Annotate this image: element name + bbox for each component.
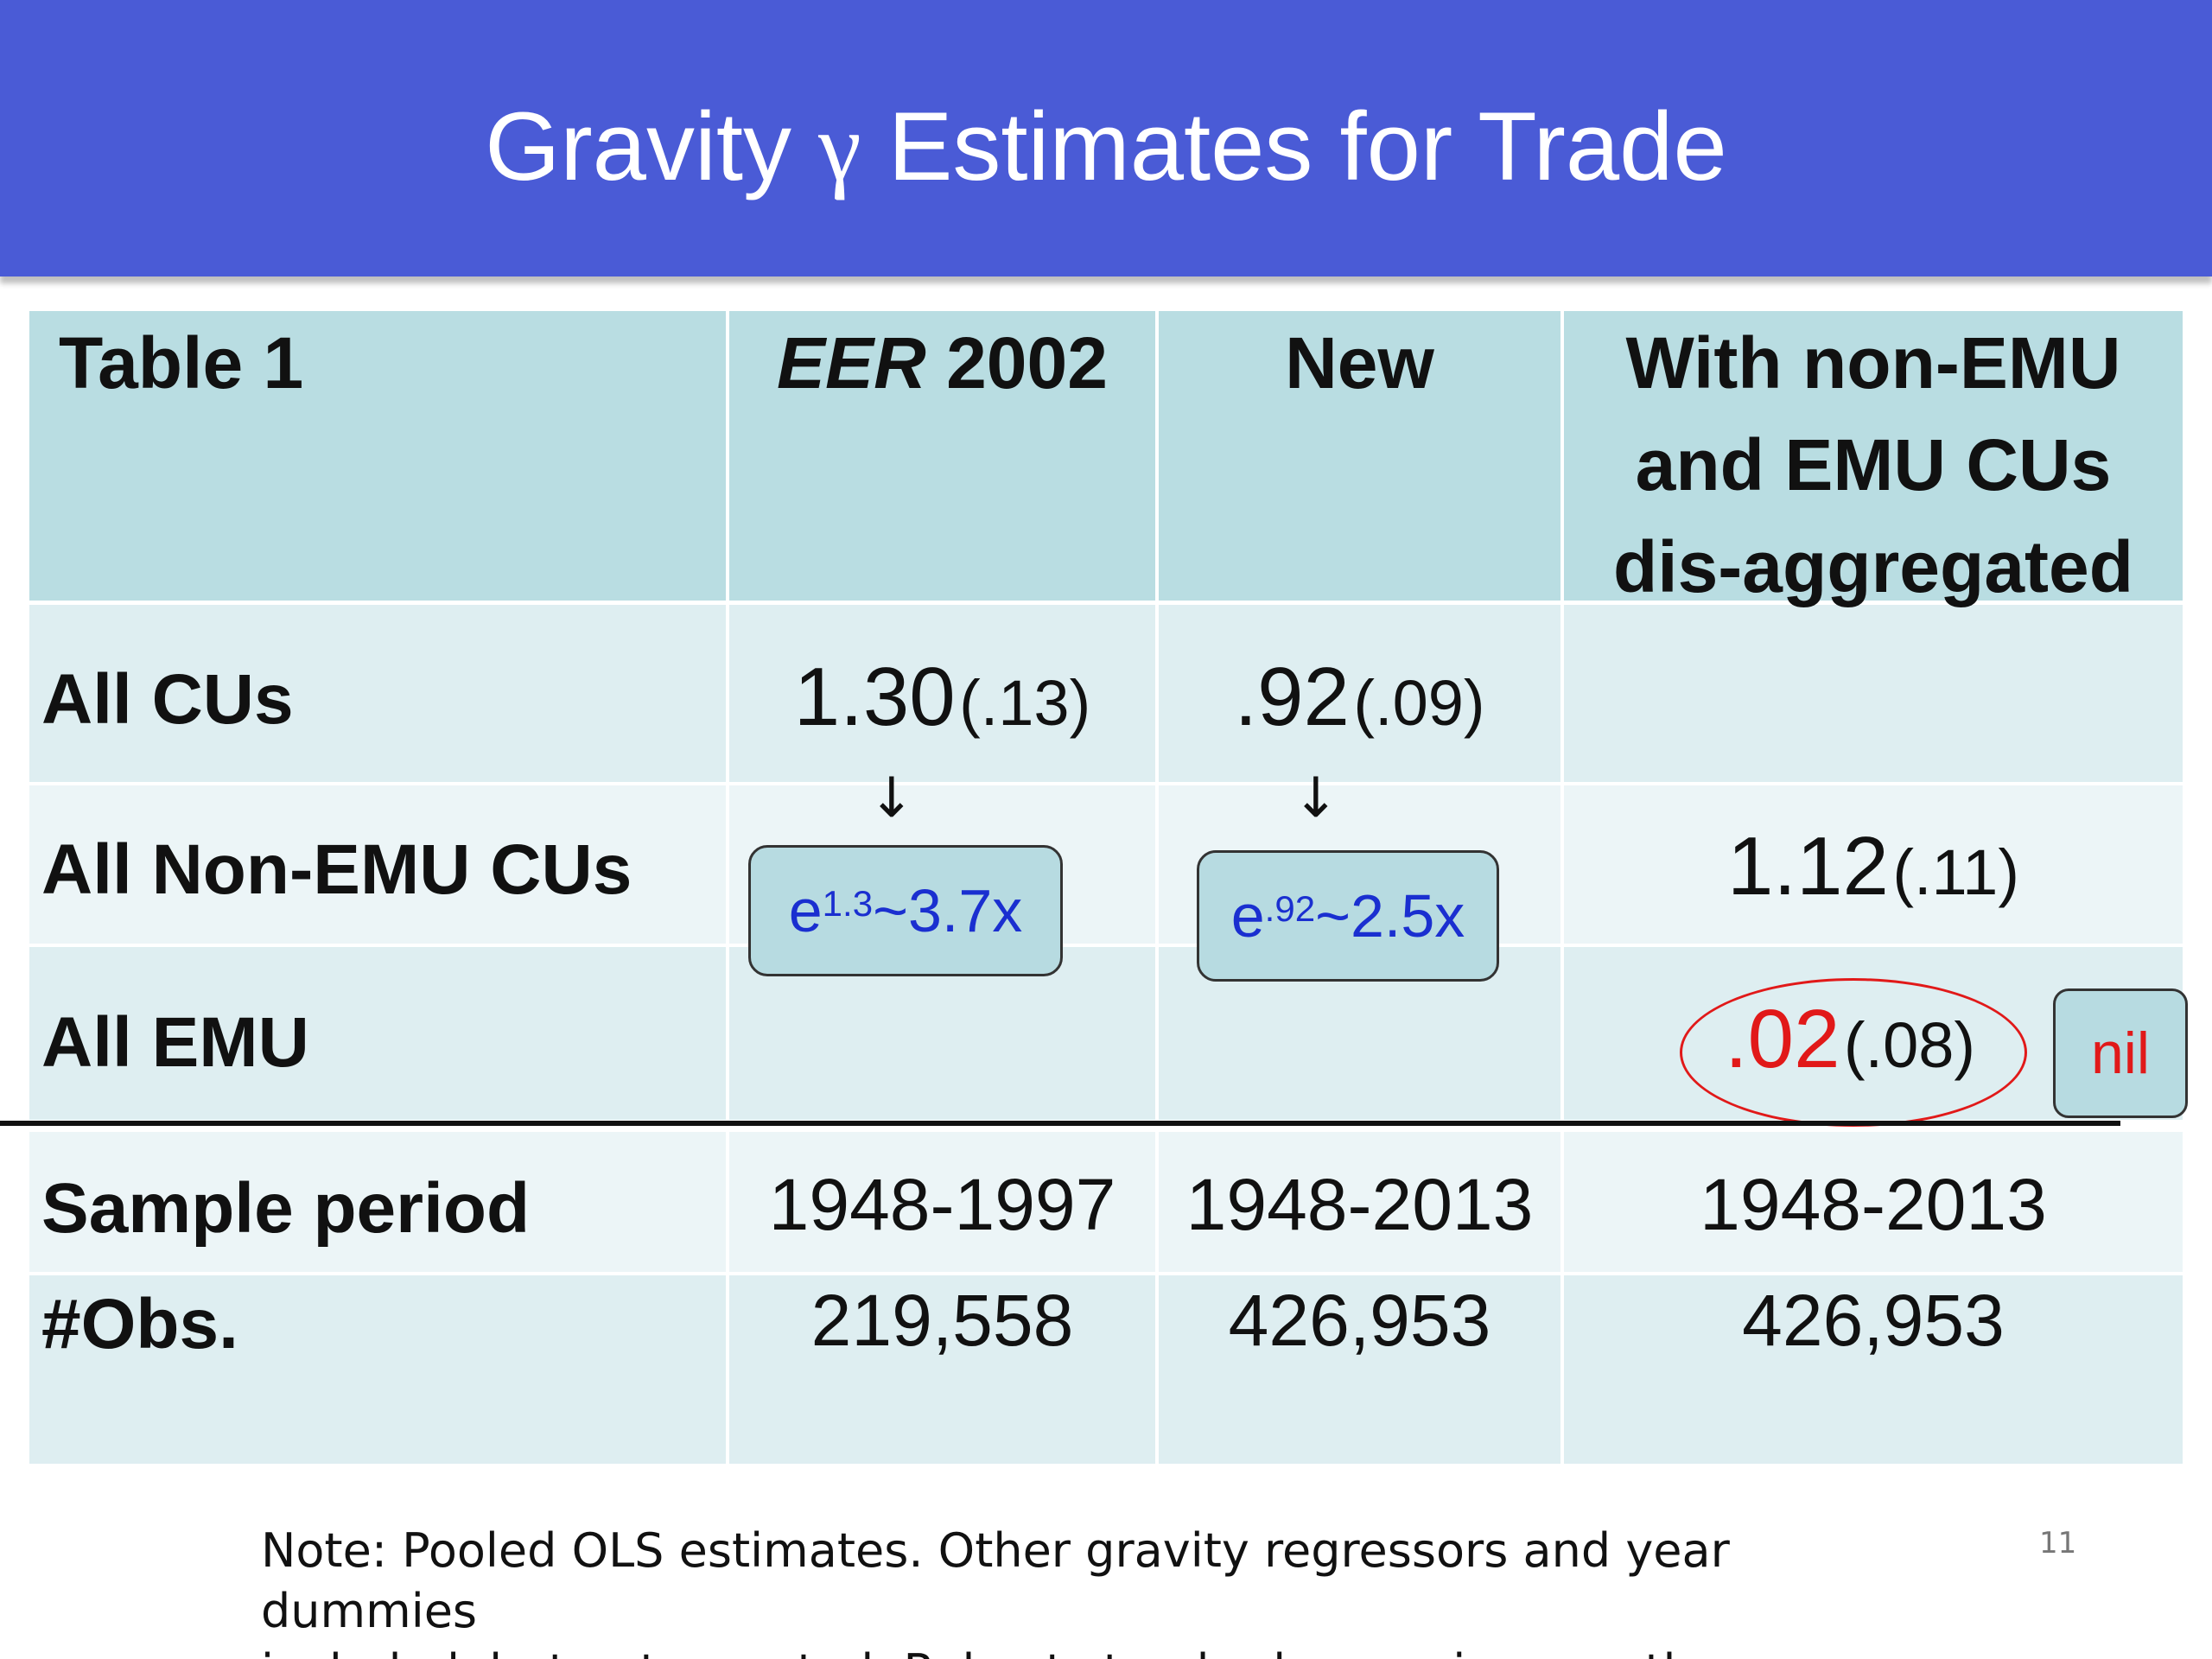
- header-col3-line2: and EMU CUs: [1635, 424, 2112, 505]
- row-bg: [29, 947, 726, 1120]
- callout-eer-multiplier: e 1.3 ~3.7x: [748, 845, 1063, 976]
- callout-exponent: 1.3: [822, 883, 874, 924]
- callout-exponent: .92: [1264, 888, 1316, 929]
- callout-multiplier: ~2.5x: [1315, 882, 1465, 950]
- row-bg: [1159, 1132, 1560, 1272]
- std-error: (.13): [959, 667, 1091, 739]
- row-bg: [1159, 605, 1560, 782]
- footnote-line2: included, but not reported. Robust stand…: [261, 1642, 1903, 1659]
- row-label-non-emu: All Non-EMU CUs: [41, 830, 632, 909]
- row-bg: [29, 1132, 726, 1272]
- callout-base: e: [788, 877, 823, 944]
- row-label-obs: #Obs.: [41, 1285, 238, 1363]
- obs-col1: 219,558: [810, 1280, 1074, 1361]
- slide-title: Gravity γ Estimates for Trade: [0, 0, 2212, 285]
- row-bg: [29, 605, 726, 782]
- row-bg: [1159, 1275, 1560, 1464]
- gamma-symbol: γ: [818, 94, 861, 201]
- all-cus-col2: .92 (.09): [1159, 650, 1560, 745]
- row-bg: [729, 1275, 1155, 1464]
- header-col3-line3: dis-aggregated: [1612, 526, 2134, 607]
- row-bg: [29, 785, 726, 944]
- coef-value: .92: [1234, 651, 1350, 743]
- table-label: Table 1: [59, 322, 304, 404]
- sample-col2: 1948-2013: [1185, 1164, 1534, 1245]
- coef-value: 1.12: [1727, 820, 1889, 912]
- title-text-before: Gravity: [485, 92, 819, 200]
- header-col1-year: 2002: [925, 322, 1108, 404]
- obs-col2: 426,953: [1228, 1280, 1491, 1361]
- page-number: 11: [2039, 1526, 2077, 1560]
- header-cell-col3: [1564, 311, 2183, 601]
- row-bg: [1564, 1275, 2183, 1464]
- row-label-sample-period: Sample period: [41, 1169, 531, 1248]
- std-error: (.09): [1353, 667, 1485, 739]
- all-cus-col1: 1.30 (.13): [729, 650, 1155, 745]
- callout-multiplier: ~3.7x: [873, 877, 1023, 944]
- coef-value: .02: [1725, 993, 1840, 1085]
- title-bar: [0, 0, 2212, 276]
- header-cell-label: [29, 311, 726, 601]
- row-label-emu: All EMU: [41, 1003, 309, 1082]
- title-text-after: Estimates for Trade: [861, 92, 1727, 200]
- footnote: Note: Pooled OLS estimates. Other gravit…: [261, 1521, 1903, 1659]
- footnote-line1: Note: Pooled OLS estimates. Other gravit…: [261, 1523, 1730, 1638]
- nil-callout: nil: [2053, 988, 2188, 1118]
- row-bg: [729, 1132, 1155, 1272]
- header-cell-col1: [729, 311, 1155, 601]
- header-col1: EER 2002: [729, 321, 1155, 405]
- row-bg: [1564, 785, 2183, 944]
- callout-base: e: [1230, 882, 1265, 950]
- coef-value: 1.30: [793, 651, 956, 743]
- header-col1-journal: EER: [777, 322, 926, 404]
- header-col3-line1: With non-EMU: [1625, 322, 2121, 404]
- obs-col3: 426,953: [1742, 1280, 2005, 1361]
- non-emu-col3: 1.12 (.11): [1564, 819, 2183, 914]
- row-label-all-cus: All CUs: [41, 660, 294, 739]
- header-cell-col2: [1159, 311, 1560, 601]
- row-bg: [29, 1275, 726, 1464]
- header-col2: New: [1285, 322, 1434, 404]
- row-bg: [1564, 1132, 2183, 1272]
- callout-new-multiplier: e .92 ~2.5x: [1197, 850, 1499, 982]
- down-arrow-icon: ↓: [868, 766, 915, 830]
- std-error: (.08): [1843, 1009, 1976, 1081]
- row-bg: [1564, 605, 2183, 782]
- std-error: (.11): [1892, 836, 2019, 908]
- sample-col3: 1948-2013: [1700, 1164, 2047, 1245]
- row-bg: [729, 605, 1155, 782]
- sample-col1: 1948-1997: [768, 1164, 1116, 1245]
- table-divider-line: [0, 1121, 2120, 1126]
- down-arrow-icon: ↓: [1293, 766, 1339, 830]
- emu-col3: .02 (.08): [1725, 992, 1975, 1087]
